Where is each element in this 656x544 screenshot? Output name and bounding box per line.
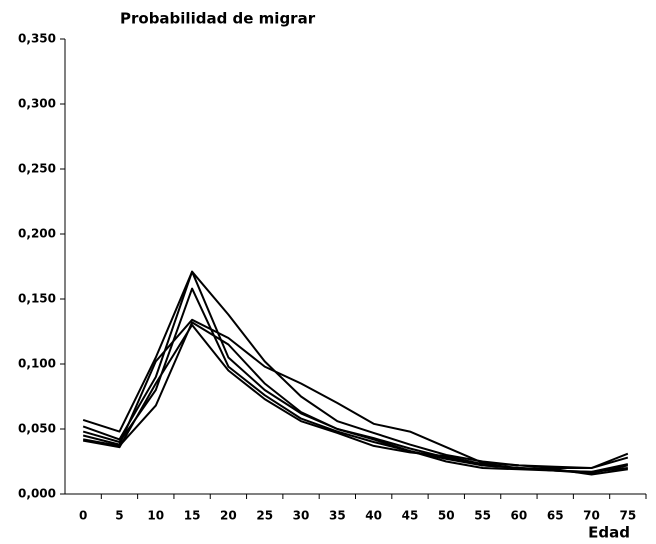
x-tick-label: 70 (583, 509, 600, 523)
x-tick-label: 45 (402, 509, 419, 523)
x-tick-label: 30 (293, 509, 310, 523)
series-line (82, 270, 629, 475)
x-tick-label: 0 (79, 509, 87, 523)
x-tick-label: 50 (438, 509, 455, 523)
chart-title: Probabilidad de migrar (120, 10, 316, 28)
series-line (82, 318, 629, 469)
x-tick-label: 40 (365, 509, 382, 523)
y-tick-label: 0,050 (18, 422, 56, 436)
y-tick-label: 0,250 (18, 162, 56, 176)
x-tick-label: 20 (220, 509, 237, 523)
y-tick-label: 0,150 (18, 292, 56, 306)
x-tick-label: 60 (511, 509, 528, 523)
series-line (82, 324, 628, 476)
y-tick-label: 0,100 (18, 357, 56, 371)
y-tick-label: 0,350 (18, 32, 56, 46)
series-line (82, 321, 629, 473)
x-tick-label: 65 (547, 509, 564, 523)
y-tick-label: 0,000 (18, 487, 56, 501)
x-tick-label: 5 (115, 509, 123, 523)
y-tick-label: 0,200 (18, 227, 56, 241)
y-tick-label: 0,300 (18, 97, 56, 111)
x-tick-label: 35 (329, 509, 346, 523)
x-tick-label: 55 (474, 509, 491, 523)
x-axis-label: Edad (588, 524, 630, 542)
x-tick-label: 75 (619, 509, 636, 523)
x-tick-label: 15 (184, 509, 201, 523)
x-tick-label: 10 (147, 509, 164, 523)
series-line (82, 287, 628, 473)
x-tick-label: 25 (256, 509, 273, 523)
